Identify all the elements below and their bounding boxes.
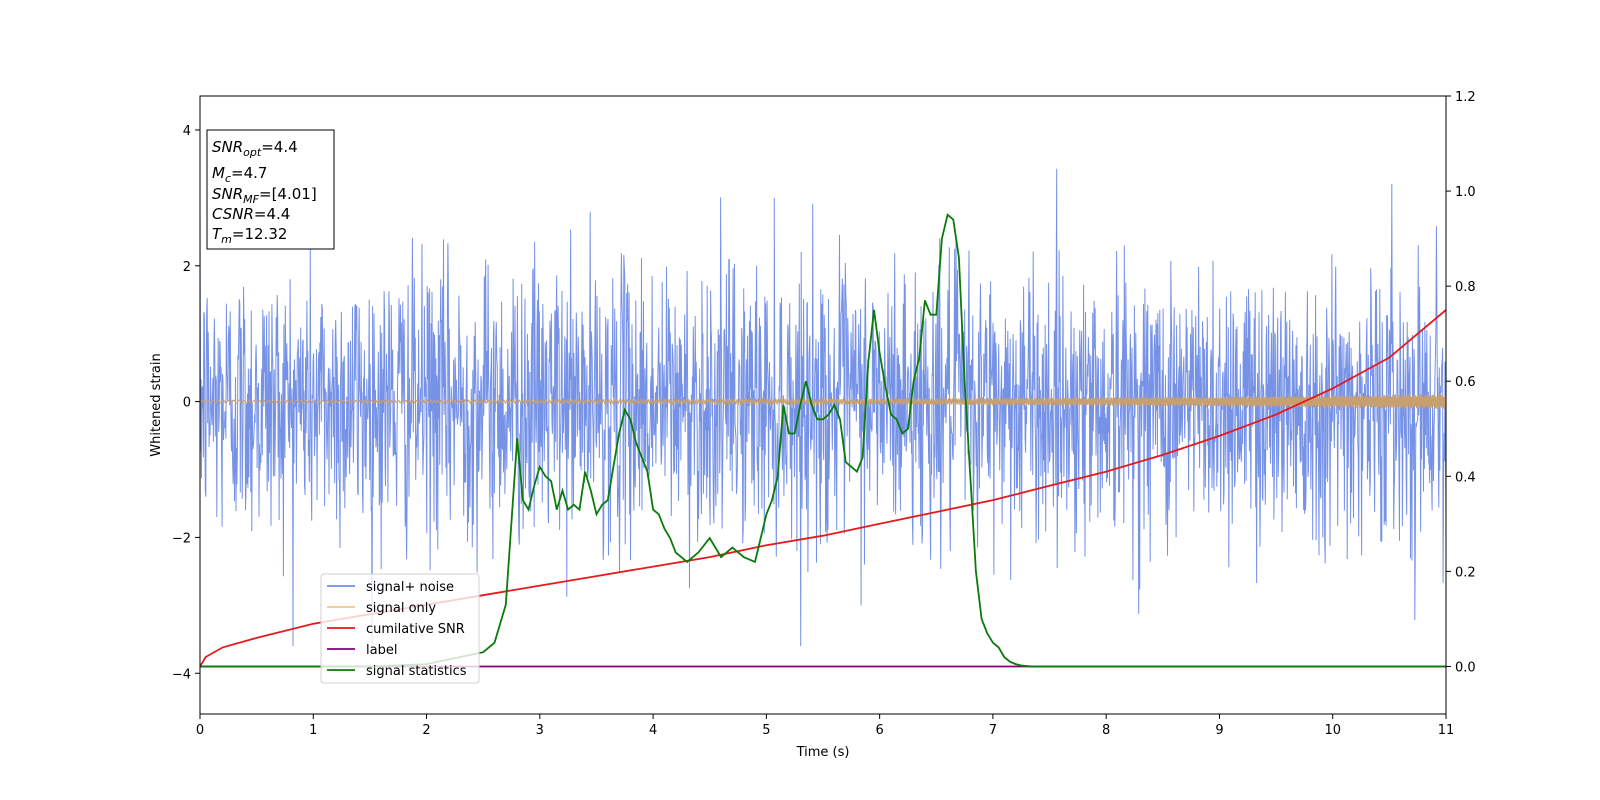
info-line: Mc=4.7 <box>212 164 267 185</box>
signal-only-line <box>200 394 1446 410</box>
y-tick-label: 2 <box>183 260 191 275</box>
x-tick-label: 7 <box>989 723 997 738</box>
legend-label: signal only <box>366 601 436 616</box>
legend-label: label <box>366 643 397 658</box>
signal-only-series <box>200 394 1446 410</box>
plot-frame <box>199 95 1447 715</box>
y2-tick-label: 0.6 <box>1455 375 1476 390</box>
info-line: CSNR=4.4 <box>212 205 290 223</box>
y-tick-label: −4 <box>172 667 191 682</box>
x-axis-label: Time (s) <box>796 745 850 760</box>
x-tick-label: 5 <box>762 723 770 738</box>
cumulative-snr-line <box>200 309 1446 667</box>
y2-tick-label: 1.2 <box>1455 90 1476 105</box>
x-tick-label: 11 <box>1438 723 1455 738</box>
legend-label: signal+ noise <box>366 580 454 595</box>
x-tick-label: 0 <box>196 723 204 738</box>
x-tick-label: 4 <box>649 723 657 738</box>
legend: signal+ noise signal only cumilative SNR la… <box>320 573 480 684</box>
legend-frame <box>320 573 480 684</box>
info-line: Tm=12.32 <box>212 225 287 246</box>
x-tick-label: 9 <box>1215 723 1223 738</box>
y2-tick-label: 0.2 <box>1455 565 1476 580</box>
y2-tick-label: 0.4 <box>1455 470 1476 485</box>
y2-tick-label: 1.0 <box>1455 185 1476 200</box>
x-tick-label: 1 <box>309 723 317 738</box>
signal-statistics-line <box>200 213 1446 668</box>
x-tick-label: 8 <box>1102 723 1110 738</box>
y2-tick-label: 0.8 <box>1455 280 1476 295</box>
y-tick-label: −2 <box>172 531 191 546</box>
legend-label: signal statistics <box>366 664 467 679</box>
y-tick-label: 4 <box>183 124 191 139</box>
legend-label: cumilative SNR <box>366 622 465 637</box>
info-box-frame <box>206 129 335 250</box>
x-tick-label: 10 <box>1324 723 1341 738</box>
info-line: SNRopt=4.4 <box>212 138 298 159</box>
axes: 0 1 2 3 4 5 6 7 8 9 10 11 −4 −2 0 2 4 0.0 0.2 0.4 0.6 0.8 1.0 1… <box>172 90 1476 738</box>
x-tick-label: 6 <box>875 723 883 738</box>
y-tick-label: 0 <box>183 396 191 411</box>
info-line: SNRMF=[4.01] <box>212 185 317 206</box>
y2-tick-label: 0.0 <box>1455 660 1476 675</box>
x-tick-label: 2 <box>422 723 430 738</box>
x-tick-label: 3 <box>536 723 544 738</box>
y-axis-label: Whitened strain <box>149 353 164 456</box>
